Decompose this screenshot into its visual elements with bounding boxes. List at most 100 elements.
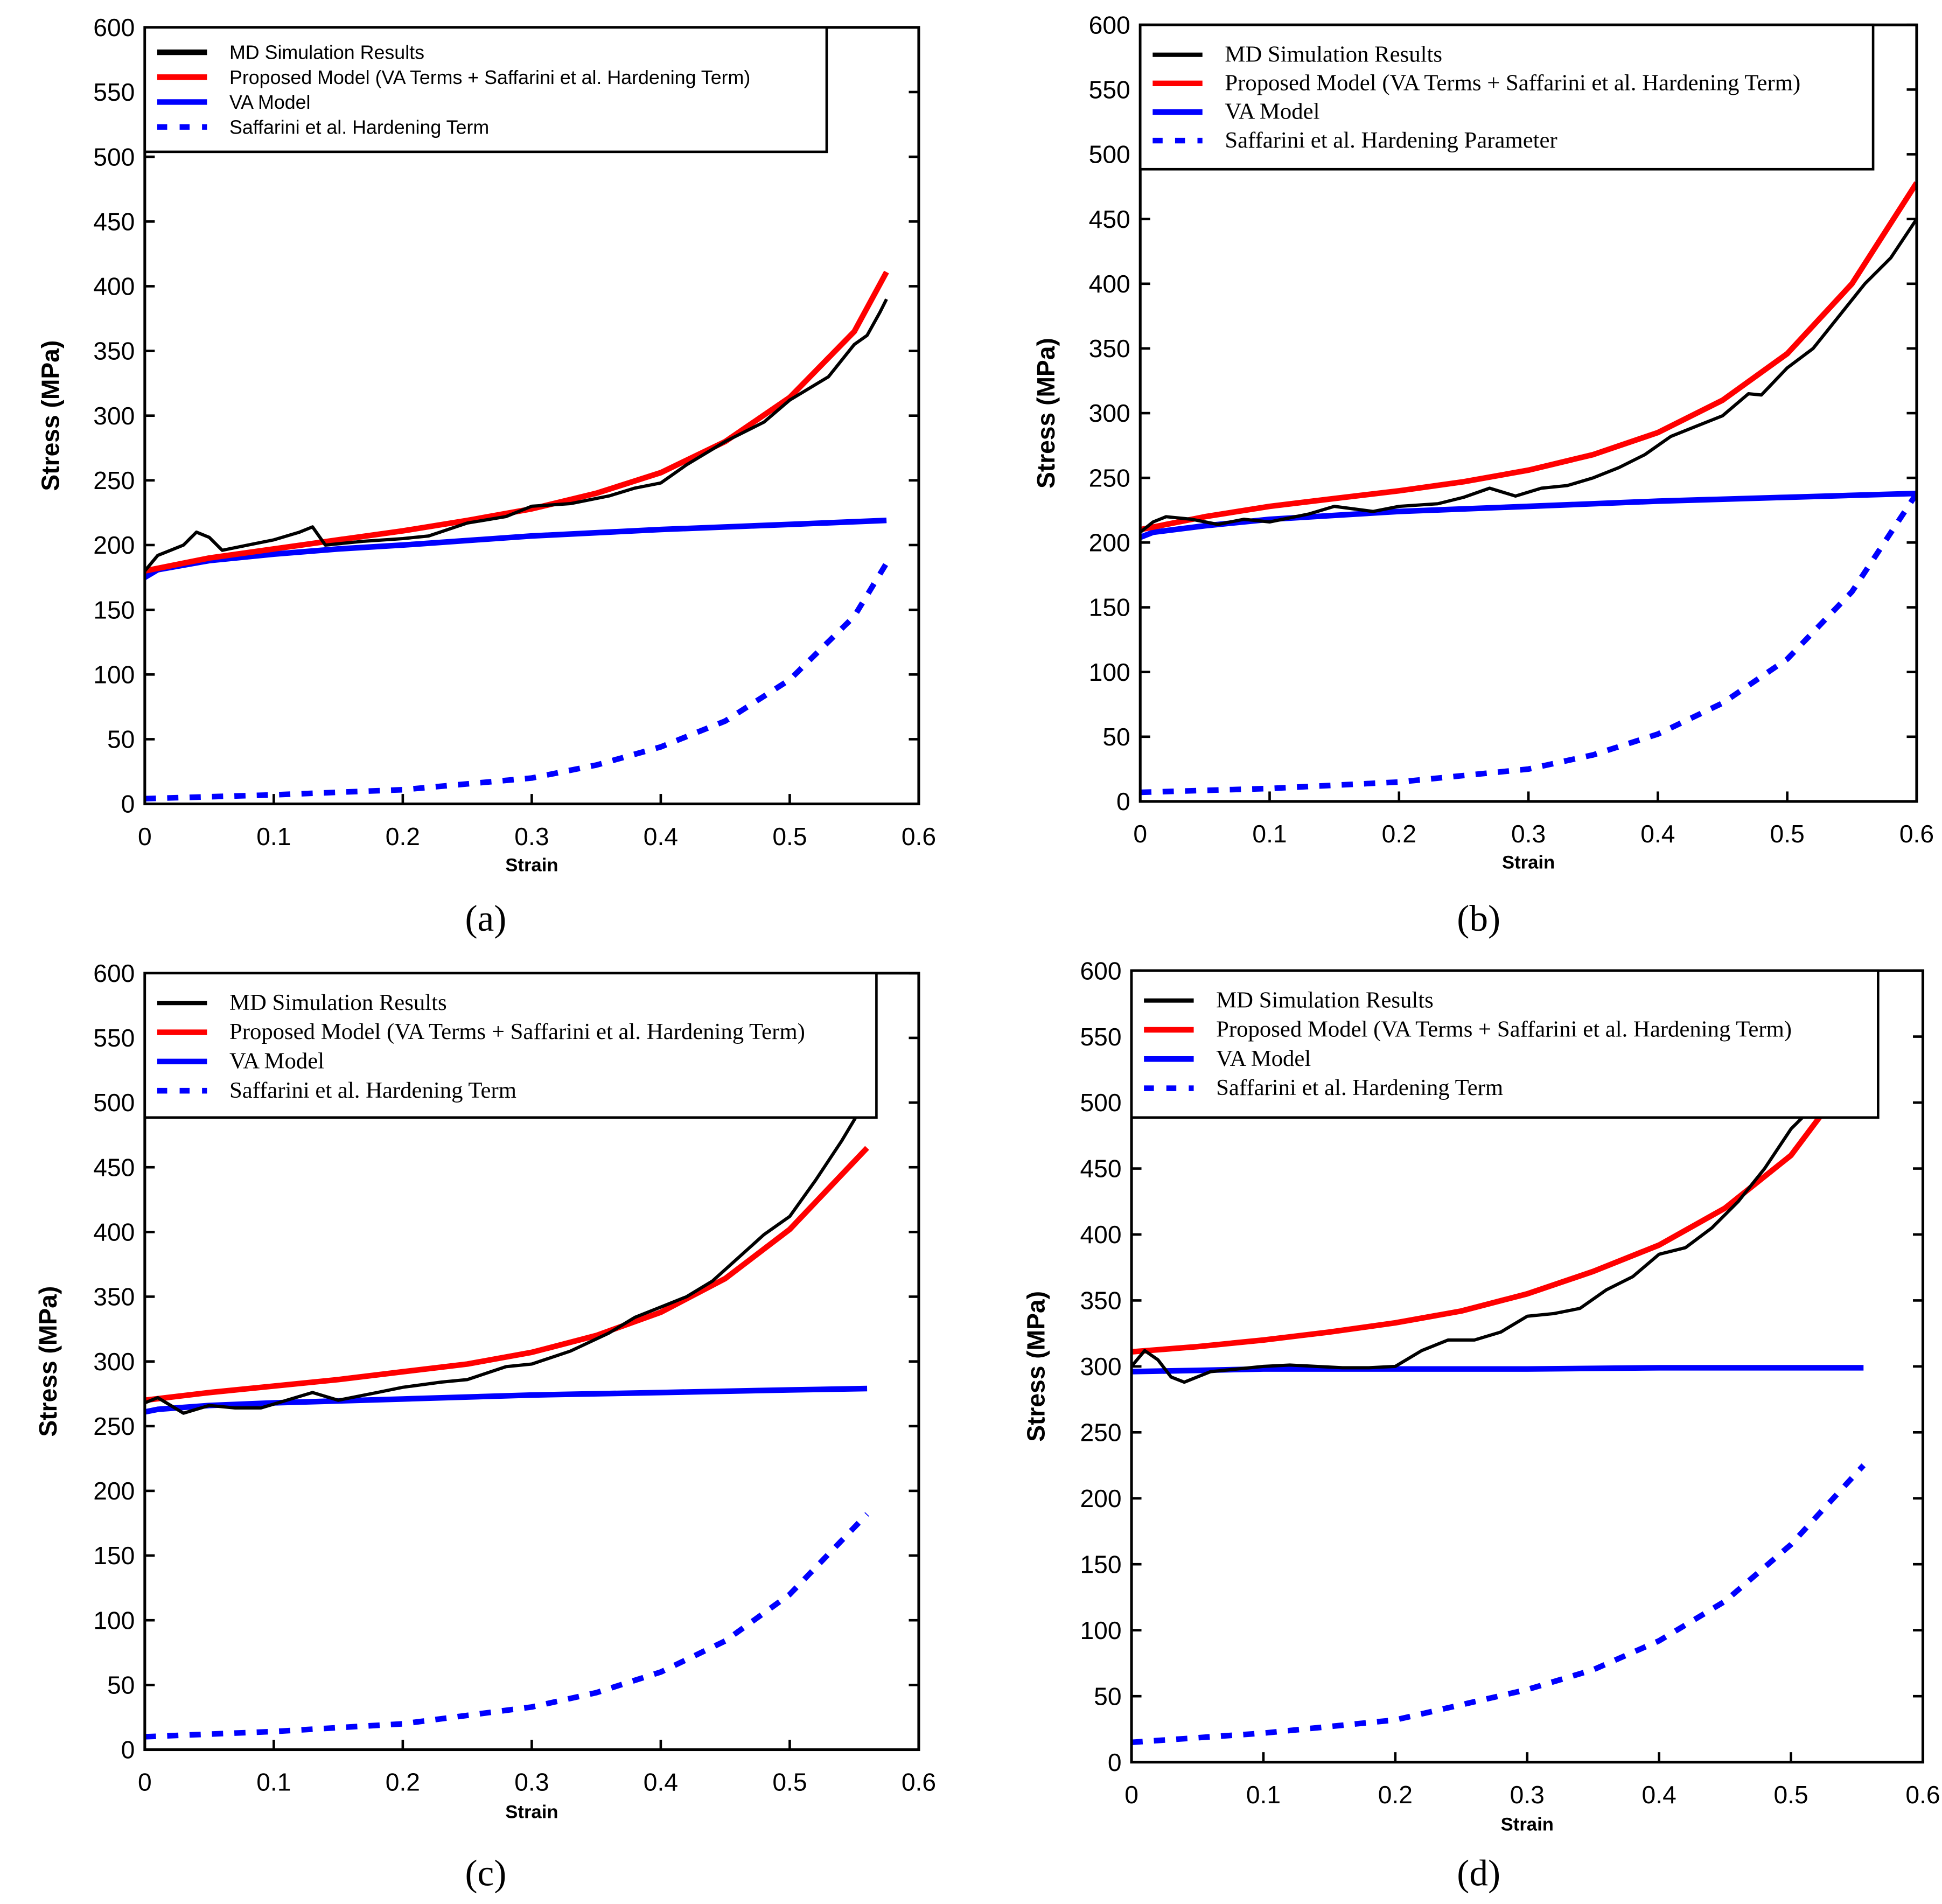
series-line-md-simulation (1131, 1101, 1819, 1384)
y-tick-label: 350 (1080, 1287, 1122, 1315)
series-line-hardening-term (1131, 1463, 1866, 1746)
panel-a: 0 50 100 150 200 250 300 350 400 450 500 550 600 0 0.1… (36, 13, 936, 939)
x-tick-label: 0.3 (1510, 1781, 1545, 1809)
series-line-md-simulation (1140, 218, 1917, 534)
legend-entry: MD Simulation Results (229, 990, 447, 1015)
x-axis-label: Strain (1502, 853, 1555, 873)
legend: MD Simulation Results Proposed Model (VA … (1130, 969, 1880, 1119)
series-line-hardening-term (144, 1512, 869, 1740)
x-tick-label: 0.4 (1642, 1781, 1676, 1809)
series-line-proposed-model (144, 1146, 869, 1403)
x-tick-label: 0 (138, 822, 152, 850)
y-tick-label: 400 (93, 1218, 135, 1246)
y-tick-label: 550 (93, 1024, 135, 1052)
series-line-hardening-term (144, 562, 889, 802)
x-axis-label: Strain (505, 855, 558, 875)
series-line-proposed-model (1140, 181, 1917, 533)
y-tick-label: 350 (93, 1283, 135, 1311)
legend-entry: Saffarini et al. Hardening Term (1216, 1075, 1503, 1100)
y-tick-label: 600 (93, 959, 135, 987)
y-tick-label: 450 (1080, 1155, 1122, 1183)
legend-entry: VA Model (1216, 1046, 1311, 1071)
x-tick-label: 0 (138, 1768, 152, 1796)
y-axis-label: Stress (MPa) (1022, 1291, 1050, 1442)
x-tick-label: 0.1 (256, 1768, 291, 1796)
y-tick-label: 50 (1094, 1682, 1121, 1710)
x-tick-label: 0.3 (514, 1768, 549, 1796)
x-tick-label: 0.5 (1773, 1781, 1808, 1809)
legend-entry: MD Simulation Results (229, 42, 424, 64)
y-tick-label: 250 (93, 1412, 135, 1440)
x-tick-label: 0.1 (1252, 820, 1287, 848)
x-tick-label: 0.2 (386, 822, 420, 850)
x-tick-label: 0.5 (772, 822, 807, 850)
x-tick-label: 0.2 (1382, 820, 1416, 848)
series-group (1140, 181, 1917, 796)
legend-entry: Proposed Model (VA Terms + Saffarini et … (1216, 1017, 1792, 1042)
y-tick-label: 250 (93, 466, 135, 494)
y-tick-label: 500 (1080, 1089, 1122, 1117)
legend-entry: Proposed Model (VA Terms + Saffarini et … (229, 67, 750, 88)
y-tick-label: 300 (1089, 399, 1130, 427)
x-tick-label: 0.6 (902, 822, 936, 850)
legend-entry: VA Model (229, 92, 311, 113)
y-tick-label: 400 (1089, 270, 1130, 298)
y-tick-label: 100 (93, 1606, 135, 1634)
x-axis-label: Strain (1501, 1815, 1554, 1835)
y-tick-label: 250 (1080, 1419, 1122, 1447)
panel-label: (a) (465, 897, 506, 939)
x-tick-label: 0.4 (1640, 820, 1675, 848)
x-tick-label: 0.6 (1899, 820, 1934, 848)
legend: MD Simulation Results Proposed Model (VA … (1138, 23, 1875, 171)
y-tick-label: 200 (1089, 529, 1130, 557)
x-tick-label: 0.2 (386, 1768, 420, 1796)
y-tick-label: 450 (93, 207, 135, 235)
y-tick-label: 550 (1089, 76, 1130, 104)
x-axis-label: Strain (505, 1802, 558, 1823)
legend-entry: MD Simulation Results (1225, 41, 1442, 67)
y-axis-label: Stress (MPa) (36, 340, 64, 491)
x-tick-label: 0.5 (772, 1768, 807, 1796)
series-line-va-model (1140, 490, 1917, 540)
x-tick-label: 0.1 (256, 822, 291, 850)
y-tick-label: 0 (121, 790, 135, 818)
panel-label: (b) (1457, 897, 1500, 939)
series-line-va-model (1131, 1365, 1864, 1375)
y-tick-label: 400 (1080, 1220, 1122, 1249)
x-tick-label: 0.4 (644, 1768, 678, 1796)
y-tick-label: 300 (93, 402, 135, 430)
y-tick-label: 450 (1089, 205, 1130, 233)
series-group (1131, 1100, 1866, 1746)
legend-box (1130, 969, 1880, 1119)
legend-box (143, 972, 878, 1119)
panel-label: (d) (1457, 1852, 1500, 1893)
x-tick-label: 0.1 (1246, 1781, 1281, 1809)
y-tick-label: 300 (1080, 1352, 1122, 1380)
y-tick-label: 0 (1116, 787, 1130, 815)
x-tick-label: 0.2 (1378, 1781, 1413, 1809)
legend: MD Simulation Results Proposed Model (VA … (143, 26, 828, 154)
legend-box (143, 26, 828, 154)
legend-entry: VA Model (1225, 99, 1319, 124)
y-axis-label: Stress (MPa) (34, 1286, 62, 1437)
y-tick-label: 50 (1102, 723, 1130, 751)
legend-entry: MD Simulation Results (1216, 987, 1434, 1013)
series-group (144, 270, 889, 802)
y-tick-label: 350 (93, 337, 135, 365)
legend-entry: Saffarini et al. Hardening Term (229, 116, 489, 138)
y-tick-label: 150 (1089, 594, 1130, 622)
series-line-proposed-model (144, 270, 889, 574)
panel-c: 0 50 100 150 200 250 300 350 400 450 500 550 600 0 0.1… (34, 959, 936, 1893)
panel-b: 0 50 100 150 200 250 300 350 400 450 500 550 600 0 0.1… (1032, 11, 1934, 939)
y-tick-label: 600 (1089, 11, 1130, 39)
legend-box (1138, 23, 1875, 171)
legend-entry: Proposed Model (VA Terms + Saffarini et … (229, 1019, 805, 1044)
y-tick-label: 150 (1080, 1550, 1122, 1578)
x-tick-label: 0.4 (644, 822, 678, 850)
y-tick-label: 100 (1080, 1616, 1122, 1644)
x-tick-label: 0 (1133, 820, 1147, 848)
panel-d: 0 50 100 150 200 250 300 350 400 450 500 550 600 0 0.1… (1022, 957, 1940, 1893)
legend-entry: Proposed Model (VA Terms + Saffarini et … (1225, 71, 1800, 96)
y-tick-label: 100 (93, 660, 135, 688)
